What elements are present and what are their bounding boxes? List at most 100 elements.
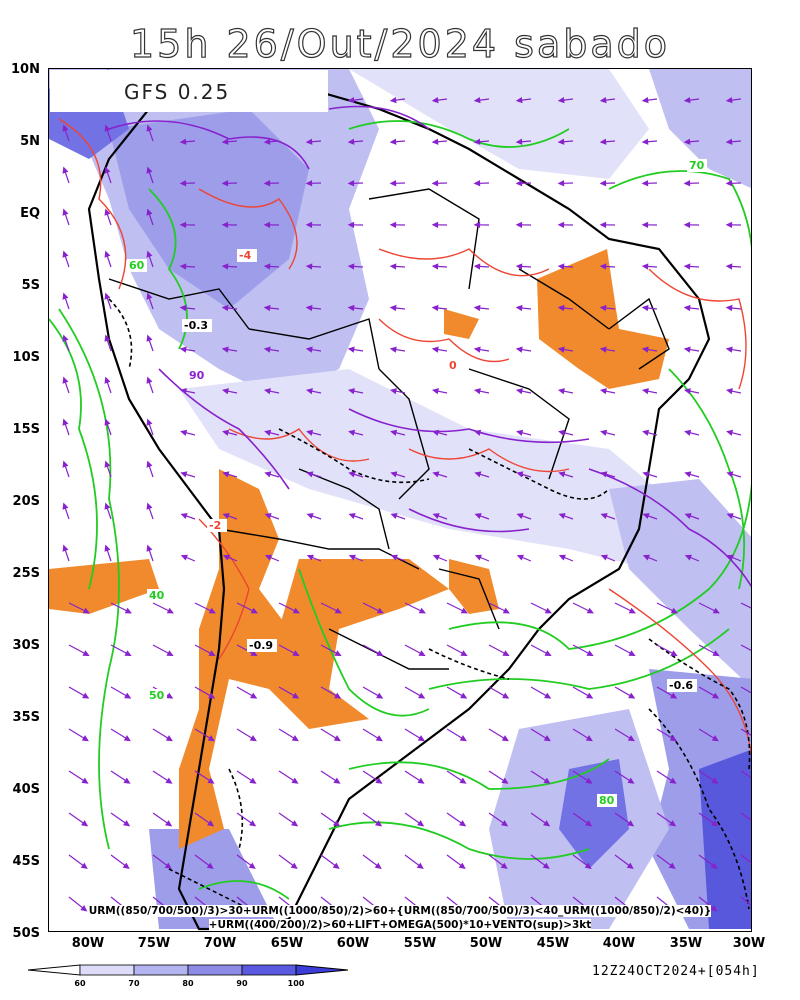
wind-vector-head [264, 554, 272, 561]
wind-vector-head [146, 208, 153, 216]
wind-vector-head [711, 777, 719, 784]
wind-vector-head [557, 263, 565, 270]
wind-vector-head [585, 820, 593, 827]
wind-vector-head [62, 334, 69, 342]
wind-vector-head [208, 650, 216, 657]
wind-vector-head [104, 292, 111, 300]
wind-vector-head [431, 263, 439, 270]
wind-vector-head [516, 513, 524, 519]
wind-vector-head [516, 429, 524, 436]
wind-vector-head [81, 820, 89, 827]
svg-text:-0.9: -0.9 [249, 639, 273, 652]
wind-vector-head [389, 263, 397, 270]
wind-vector-head [726, 513, 734, 519]
wind-vector-head [473, 180, 481, 187]
wind-vector-head [62, 124, 69, 132]
svg-text:0: 0 [449, 359, 457, 372]
lat-tick-label: 5S [21, 278, 40, 293]
svg-text:-0.3: -0.3 [184, 319, 208, 332]
wind-vector-head [389, 180, 397, 187]
wind-vector-head [62, 292, 69, 300]
wind-vector-head [263, 180, 271, 187]
lat-tick-label: 40S [12, 782, 40, 797]
svg-text:-0.6: -0.6 [669, 679, 693, 692]
wind-vector-head [179, 221, 187, 228]
upper-humidity-contours [108, 105, 751, 588]
wind-vector-head [263, 263, 271, 270]
wind-vector-head [628, 692, 636, 699]
wind-vector-head [558, 471, 566, 478]
wind-vector-head [599, 388, 607, 395]
wind-vector-head [502, 692, 510, 699]
wind-vector-head [104, 376, 111, 384]
run-timestamp: 12Z24OCT2024+[054h] [592, 964, 760, 979]
dry-air-fill [49, 249, 669, 849]
wind-vector-head [104, 418, 111, 426]
wind-vector-head [670, 692, 678, 699]
wind-vector-head [104, 250, 111, 258]
wind-vector-head [263, 388, 271, 395]
wind-vector-head [146, 502, 153, 510]
contour-labels: -2 -4 0 -0.3 -0.6 -0.9 40 50 60 70 80 90 [127, 159, 707, 807]
model-label-box [50, 70, 328, 112]
wind-vector-head [180, 554, 188, 561]
wind-vector-head [390, 429, 398, 436]
lat-tick-label: 35S [12, 710, 40, 725]
lon-tick-label: 60W [336, 936, 370, 951]
wind-vector-head [641, 263, 649, 270]
wind-vector-head [458, 862, 466, 869]
wind-vector-head [599, 221, 607, 228]
lon-tick-label: 55W [403, 936, 437, 951]
wind-vector-head [333, 820, 341, 827]
wind-vector-head [80, 862, 88, 869]
weather-map[interactable]: -2 -4 0 -0.3 -0.6 -0.9 40 50 60 70 80 90 [48, 68, 752, 932]
wind-vector-head [683, 388, 691, 395]
wind-vector-head [62, 418, 69, 426]
wind-vector-head [516, 554, 524, 561]
wind-vector-head [557, 138, 565, 145]
wind-vector-head [557, 180, 565, 187]
wind-vector-head [334, 692, 342, 699]
wind-vector-head [250, 650, 258, 657]
wind-vector-head [62, 250, 69, 258]
wind-vector-head [249, 820, 257, 827]
wind-vector-head [473, 221, 481, 228]
wind-vector-head [221, 263, 229, 270]
wind-vector-head [222, 554, 230, 561]
wind-vector-head [502, 650, 510, 657]
wind-vector-head [221, 180, 229, 187]
wind-vector-head [390, 513, 398, 519]
wind-vector-head [516, 471, 524, 478]
wind-vector-head [474, 471, 482, 478]
wind-vector-head [600, 554, 608, 561]
lon-tick-label: 50W [469, 936, 503, 951]
wind-vector-head [416, 862, 424, 869]
wind-vector-head [473, 304, 481, 312]
formula-line-1: URM((850/700/500)/3)>30+URM((1000/850)/2… [88, 905, 712, 917]
wind-vector-head [347, 97, 355, 104]
lat-tick-label: 30S [12, 638, 40, 653]
wind-vector-head [684, 513, 692, 519]
colorbar-tick: 80 [182, 979, 194, 988]
lift-contours [108, 298, 751, 910]
wind-vector-head [221, 221, 229, 228]
lon-tick-label: 65W [270, 936, 304, 951]
wind-vector-head [600, 471, 608, 478]
omega-contours [58, 118, 751, 757]
wind-vector-head [726, 471, 734, 478]
wind-vector-head [305, 263, 313, 270]
lon-tick-label: 40W [602, 936, 636, 951]
wind-vector-head [515, 388, 523, 395]
wind-vector-head [501, 777, 509, 784]
wind-vector-head [166, 650, 174, 657]
wind-vector-head [584, 862, 592, 869]
wind-vector-head [146, 292, 153, 300]
wind-vector-head [669, 777, 677, 784]
wind-vector-head [473, 138, 481, 145]
wind-vector-head [544, 607, 552, 614]
wind-vector-head [146, 376, 153, 384]
wind-vector-head [146, 334, 153, 342]
wind-vector-head [684, 554, 692, 561]
wind-vector-head [474, 429, 482, 436]
wind-vector [740, 602, 751, 609]
